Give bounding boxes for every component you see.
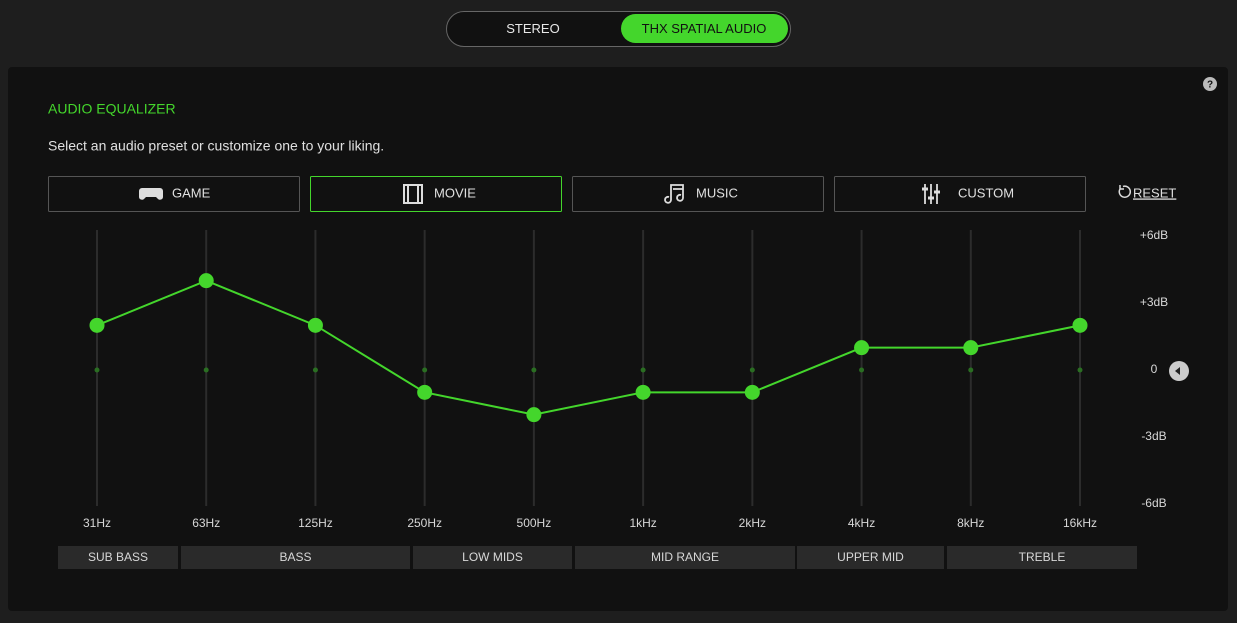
help-text: ? [1207,80,1213,91]
zero-dot [640,367,646,373]
zero-handle-arrow [1175,367,1180,375]
eq-handle[interactable] [526,407,542,423]
band-box [575,546,795,569]
eq-handle[interactable] [89,317,105,333]
band-box [58,546,178,569]
zero-dot [203,367,209,373]
x-tick-label: 2kHz [739,516,766,530]
eq-handle[interactable] [1072,317,1088,333]
toggle-option[interactable]: THX SPATIAL AUDIO [642,21,767,36]
x-tick-label: 250Hz [407,516,442,530]
preset-button[interactable] [572,176,824,212]
panel-title: AUDIO EQUALIZER [48,101,176,117]
x-tick-label: 8kHz [957,516,984,530]
eq-handle[interactable] [198,273,214,289]
band-box [181,546,410,569]
band-label: SUB BASS [88,550,148,564]
zero-dot [422,367,428,373]
y-tick-label: -6dB [1141,496,1166,510]
preset-button[interactable] [310,176,562,212]
game-icon [139,188,163,200]
band-box [947,546,1137,569]
y-tick-label: +3dB [1140,295,1168,309]
band-label: BASS [279,550,311,564]
x-tick-label: 16kHz [1063,516,1097,530]
x-tick-label: 1kHz [629,516,656,530]
y-tick-label: -3dB [1141,429,1166,443]
custom-icon-knobs [922,187,940,200]
movie-icon-lines [407,185,419,203]
eq-handle[interactable] [963,340,979,356]
x-tick-label: 63Hz [192,516,220,530]
x-tick-label: 500Hz [517,516,552,530]
music-icon [664,184,684,204]
preset-icons [139,184,940,204]
eq-handle[interactable] [307,317,323,333]
help-icon[interactable] [1203,77,1217,91]
zero-dot [312,367,318,373]
preset-label: MUSIC [696,185,738,200]
preset-label: GAME [172,185,211,200]
preset-button[interactable] [48,176,300,212]
eq-handle[interactable] [417,384,433,400]
zero-dot [859,367,865,373]
preset-label: CUSTOM [958,185,1014,200]
movie-icon [403,184,423,204]
band-label: LOW MIDS [462,550,523,564]
eq-handle[interactable] [635,384,651,400]
eq-handle[interactable] [744,384,760,400]
zero-dot [531,367,537,373]
x-tick-label: 4kHz [848,516,875,530]
reset-icon [1118,185,1131,198]
band-label: TREBLE [1019,550,1066,564]
zero-dot [968,367,974,373]
zero-dot [94,367,100,373]
zero-dot [749,367,755,373]
reset-label: RESET [1133,185,1176,200]
x-tick-label: 125Hz [298,516,333,530]
preset-label: MOVIE [434,185,476,200]
eq-handle[interactable] [854,340,870,356]
panel-subtitle: Select an audio preset or customize one … [48,138,384,154]
toggle-option[interactable]: STEREO [506,21,559,36]
band-box [797,546,944,569]
y-tick-label: 0 [1151,362,1158,376]
toggle-active [621,14,788,43]
eq-line [96,279,1081,416]
preset-button[interactable] [834,176,1086,212]
band-label: UPPER MID [837,550,904,564]
band-label: MID RANGE [651,550,719,564]
band-box [413,546,572,569]
x-tick-label: 31Hz [83,516,111,530]
custom-icon [924,184,938,204]
reset-button[interactable]: RESET [1118,185,1176,200]
zero-dot [1077,367,1083,373]
y-tick-label: +6dB [1140,228,1168,242]
